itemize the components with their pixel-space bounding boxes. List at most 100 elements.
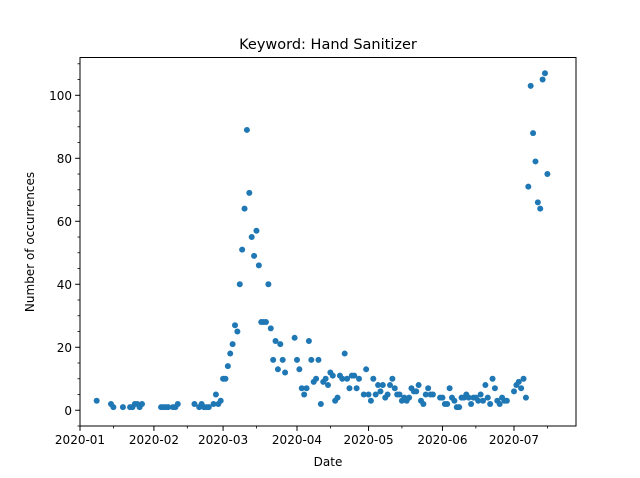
data-point — [227, 350, 234, 357]
data-point — [232, 322, 238, 329]
y-tick-label: 20 — [57, 341, 72, 355]
x-axis: 2020-01 2020-02 2020-03 2020-04 2020-05 2020-… — [55, 426, 548, 447]
data-point — [370, 375, 377, 382]
data-point — [308, 356, 315, 363]
data-point — [317, 400, 324, 407]
data-point — [422, 391, 429, 398]
x-tick-label: 2020-04 — [272, 433, 322, 447]
data-point — [301, 391, 308, 398]
data-point — [346, 385, 353, 392]
data-point — [367, 397, 374, 404]
data-point — [532, 158, 539, 165]
x-tick-label: 2020-07 — [489, 433, 539, 447]
data-point — [363, 366, 370, 373]
data-point — [518, 385, 525, 392]
data-point — [277, 341, 284, 348]
data-point — [253, 227, 260, 234]
data-point — [119, 404, 126, 411]
data-point — [334, 394, 341, 401]
data-point — [511, 388, 517, 395]
data-point — [544, 171, 551, 178]
axes-frame — [79, 57, 577, 427]
data-point — [279, 356, 286, 363]
data-point — [444, 400, 451, 407]
data-point — [234, 328, 241, 335]
data-point — [265, 281, 272, 288]
data-point — [415, 382, 422, 389]
data-point — [387, 382, 393, 389]
data-point — [224, 363, 231, 370]
data-point — [298, 385, 305, 392]
data-point — [420, 400, 427, 407]
data-point — [520, 375, 527, 382]
data-point — [305, 337, 312, 344]
data-point — [344, 375, 351, 382]
y-tick-label: 60 — [57, 215, 72, 229]
data-point — [229, 341, 236, 348]
data-point — [525, 183, 532, 190]
data-point — [372, 391, 379, 398]
data-point — [489, 375, 496, 382]
data-point — [465, 394, 472, 401]
data-point — [413, 388, 420, 395]
data-point — [339, 375, 346, 382]
data-point — [274, 366, 281, 373]
data-point — [365, 391, 372, 398]
data-point — [210, 400, 217, 407]
data-point — [251, 252, 258, 259]
data-point — [296, 366, 303, 373]
y-tick-label: 80 — [57, 152, 72, 166]
data-point — [522, 394, 529, 401]
data-point — [241, 205, 248, 212]
data-point — [537, 205, 544, 212]
data-point — [356, 375, 362, 382]
data-point — [212, 391, 219, 398]
data-point — [375, 382, 382, 389]
data-point — [389, 375, 396, 382]
x-tick-label: 2020-03 — [198, 433, 248, 447]
data-point — [468, 400, 475, 407]
data-point — [239, 246, 246, 253]
data-point — [484, 394, 491, 401]
data-point — [379, 382, 386, 389]
data-point — [515, 378, 522, 385]
data-point — [174, 400, 181, 407]
data-point — [246, 189, 253, 196]
data-point — [491, 385, 498, 392]
data-point — [429, 391, 436, 398]
data-point — [313, 375, 320, 382]
data-point — [255, 262, 262, 269]
data-point — [267, 325, 274, 332]
data-point — [217, 397, 224, 404]
data-point — [482, 382, 489, 389]
y-tick-label: 0 — [64, 404, 72, 418]
data-point — [248, 234, 255, 241]
data-point — [205, 404, 212, 411]
data-point — [351, 372, 358, 379]
data-point — [475, 397, 482, 404]
data-point — [530, 130, 537, 137]
data-point — [480, 397, 486, 404]
data-point — [446, 385, 453, 392]
data-point — [477, 391, 484, 398]
data-point — [294, 356, 300, 363]
data-point — [503, 397, 510, 404]
data-point — [487, 400, 494, 407]
data-point — [360, 391, 367, 398]
data-point — [322, 375, 329, 382]
data-point — [396, 391, 403, 398]
data-point — [406, 394, 413, 401]
data-point — [439, 394, 446, 401]
y-tick-label: 40 — [57, 278, 72, 292]
plot-area — [93, 70, 551, 411]
data-point — [391, 385, 398, 392]
data-point — [329, 372, 336, 379]
data-point — [282, 369, 289, 376]
data-point — [451, 397, 458, 404]
data-point — [527, 82, 534, 89]
data-point — [384, 391, 391, 398]
data-point — [303, 385, 310, 392]
data-point — [377, 388, 384, 395]
